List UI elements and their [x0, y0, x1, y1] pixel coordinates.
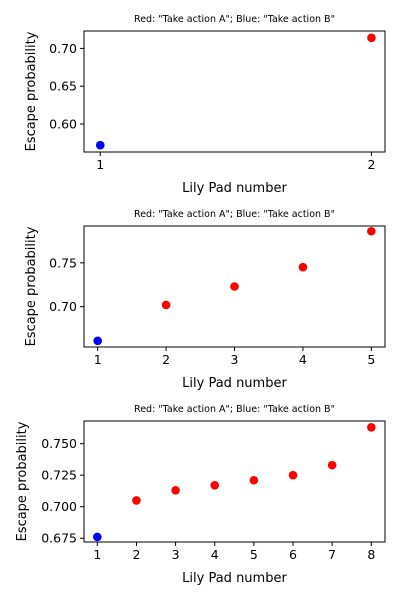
data-point-pad-1-action-b: [93, 336, 102, 346]
x-tick-label: 7: [328, 547, 336, 562]
x-tick-label: 2: [367, 157, 375, 172]
axes-frame: [83, 30, 386, 153]
x-tick-label: 1: [93, 547, 101, 562]
y-tick-label: 0.70: [49, 41, 77, 56]
x-tick-label: 1: [94, 352, 102, 367]
data-point-pad-3-action-a: [171, 486, 180, 495]
x-tick-label: 2: [132, 547, 140, 562]
data-point-pad-2-action-a: [367, 33, 376, 43]
subplot-3: Red: "Take action A"; Blue: "Take action…: [15, 404, 386, 586]
y-axis-label: Escape probability: [24, 31, 39, 151]
chart-title: Red: "Take action A"; Blue: "Take action…: [134, 404, 335, 415]
data-point-pad-1-action-b: [95, 140, 105, 150]
data-point-pad-1-action-b: [93, 532, 102, 542]
data-point-pad-6-action-a: [288, 470, 298, 480]
x-axis-label: Lily Pad number: [182, 181, 287, 196]
x-tick-label: 2: [162, 352, 170, 367]
x-axis-label: Lily Pad number: [182, 376, 287, 391]
x-tick-label: 6: [289, 547, 297, 562]
subplot-2: Red: "Take action A"; Blue: "Take action…: [24, 209, 386, 391]
x-tick-label: 4: [211, 547, 219, 562]
data-point-pad-4-action-a: [210, 480, 220, 490]
chart-title: Red: "Take action A"; Blue: "Take action…: [134, 14, 335, 25]
x-tick-label: 5: [367, 352, 375, 367]
y-tick-label: 0.65: [49, 79, 77, 94]
y-tick-label: 0.750: [41, 436, 77, 451]
y-tick-label: 0.75: [49, 255, 77, 270]
data-point-pad-2-action-a: [161, 300, 171, 310]
data-point-pad-5-action-a: [367, 226, 376, 236]
x-tick-label: 5: [250, 547, 258, 562]
x-tick-label: 1: [96, 157, 104, 172]
data-point-pad-2-action-a: [132, 496, 141, 505]
x-tick-label: 3: [231, 352, 239, 367]
x-axis-label: Lily Pad number: [182, 571, 287, 586]
data-point-pad-4-action-a: [298, 262, 308, 272]
data-point-pad-5-action-a: [249, 475, 259, 485]
y-tick-label: 0.60: [49, 117, 77, 132]
data-point-pad-3-action-a: [230, 282, 239, 291]
y-tick-label: 0.675: [41, 531, 77, 546]
y-axis-label: Escape probability: [24, 226, 39, 346]
x-tick-label: 4: [299, 352, 307, 367]
x-tick-label: 8: [367, 547, 375, 562]
x-tick-label: 3: [172, 547, 180, 562]
chart-title: Red: "Take action A"; Blue: "Take action…: [134, 209, 335, 220]
subplot-1: Red: "Take action A"; Blue: "Take action…: [24, 14, 386, 196]
y-tick-label: 0.70: [49, 299, 77, 314]
data-point-pad-8-action-a: [367, 423, 376, 432]
axes-frame: [83, 420, 386, 543]
y-tick-label: 0.700: [41, 499, 77, 514]
y-tick-label: 0.725: [41, 468, 77, 483]
data-point-pad-7-action-a: [327, 460, 337, 470]
y-axis-label: Escape probability: [15, 421, 30, 541]
